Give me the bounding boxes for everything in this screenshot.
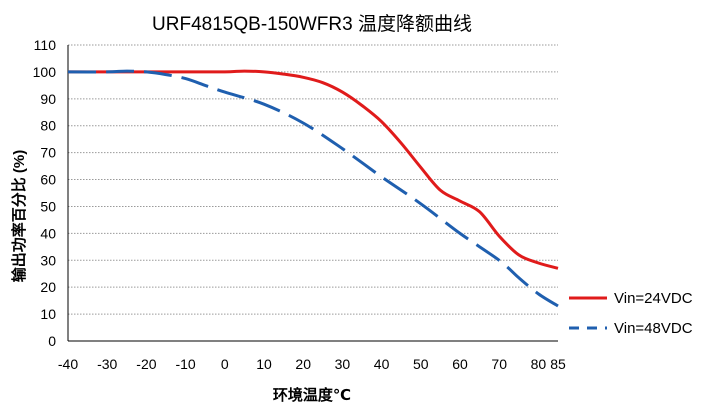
y-tick-label: 20 bbox=[40, 279, 56, 295]
x-tick-label: -10 bbox=[175, 356, 195, 372]
y-tick-label: 100 bbox=[33, 64, 57, 80]
y-tick-label: 90 bbox=[40, 91, 56, 107]
y-tick-label: 40 bbox=[40, 225, 56, 241]
y-tick-label: 110 bbox=[34, 37, 57, 53]
x-tick-label: 30 bbox=[335, 356, 351, 372]
y-tick-labels: 0 10 20 30 40 50 60 70 80 90 100 110 bbox=[33, 37, 57, 349]
y-tick-label: 50 bbox=[40, 198, 56, 214]
x-tick-label: 80 bbox=[531, 356, 547, 372]
x-tick-labels: -40 -30 -20 -10 0 10 20 30 40 50 60 70 80 85 bbox=[58, 356, 566, 372]
y-tick-label: 60 bbox=[40, 172, 56, 188]
legend: Vin=24VDC Vin=48VDC bbox=[569, 290, 693, 337]
y-axis-label: 输出功率百分比 (%) bbox=[10, 150, 28, 283]
x-tick-label: 50 bbox=[413, 356, 429, 372]
series-lines bbox=[67, 69, 559, 308]
y-tick-label: 80 bbox=[40, 118, 56, 134]
chart-title: URF4815QB-150WFR3 温度降额曲线 bbox=[152, 13, 472, 35]
y-tick-label: 70 bbox=[40, 145, 56, 161]
x-tick-label: 40 bbox=[374, 356, 390, 372]
x-tick-label: 10 bbox=[256, 356, 272, 372]
series-line-1 bbox=[67, 69, 559, 308]
y-tick-label: 30 bbox=[40, 252, 56, 268]
x-tick-label: -30 bbox=[97, 356, 117, 372]
series-line-0 bbox=[68, 69, 559, 270]
x-tick-label: 20 bbox=[295, 356, 311, 372]
grid bbox=[68, 44, 558, 315]
x-tick-label: 0 bbox=[221, 356, 229, 372]
x-tick-label: 60 bbox=[452, 356, 468, 372]
legend-label: Vin=24VDC bbox=[614, 290, 693, 307]
y-tick-label: 0 bbox=[48, 333, 56, 349]
axes bbox=[67, 45, 558, 342]
x-axis-label: 环境温度℃ bbox=[273, 386, 351, 404]
legend-label: Vin=48VDC bbox=[614, 320, 693, 337]
x-tick-label: 85 bbox=[550, 356, 566, 372]
x-tick-label: 70 bbox=[491, 356, 507, 372]
y-tick-label: 10 bbox=[40, 306, 56, 322]
x-tick-label: -40 bbox=[58, 356, 78, 372]
x-tick-label: -20 bbox=[136, 356, 156, 372]
